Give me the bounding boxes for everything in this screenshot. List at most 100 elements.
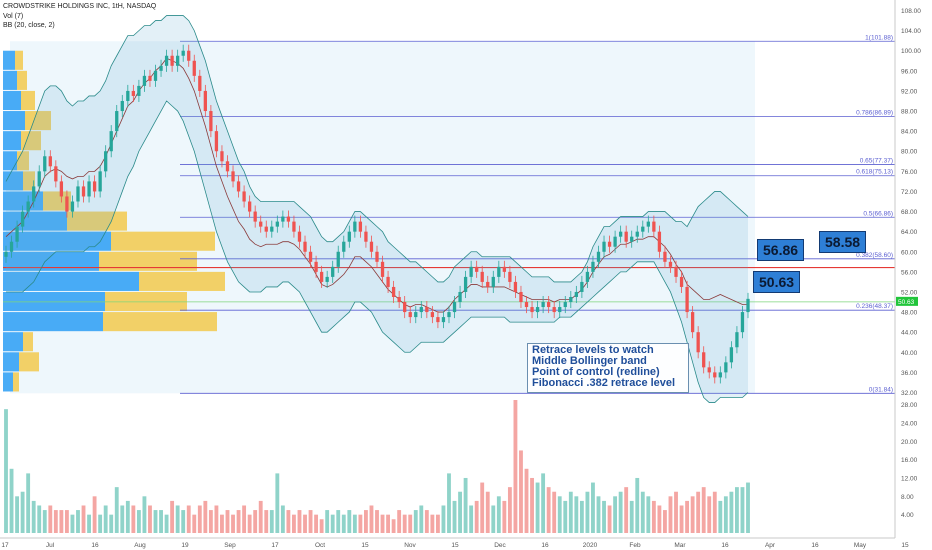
volume-profile-buy-bar (3, 332, 23, 352)
volume-bar (646, 496, 651, 533)
volume-bar (70, 514, 75, 533)
candle-body (120, 100, 124, 112)
candle-body (236, 181, 241, 192)
candle-body (475, 266, 479, 272)
note-line: Retrace levels to watch (532, 344, 654, 356)
price-tick-label: 88.00 (901, 109, 918, 116)
volume-profile-sell-bar (67, 211, 127, 231)
volume-bar (685, 500, 690, 533)
candle-body (142, 75, 147, 86)
volume-bar (712, 491, 717, 533)
price-tick-label: 80.00 (901, 149, 918, 156)
candle-body (690, 312, 695, 333)
volume-bar (175, 505, 180, 533)
candle-body (247, 201, 252, 212)
candle-body (403, 302, 407, 313)
candle-body (87, 181, 91, 197)
bollinger-upper (5, 15, 749, 283)
volume-bar (568, 491, 573, 533)
volume-profile-sell-bar (111, 231, 215, 251)
volume-bar (413, 510, 418, 533)
candle-body (668, 261, 673, 267)
volume-profile-buy-bar (3, 70, 17, 90)
volume-bar (458, 491, 462, 533)
time-tick-label: 17 (271, 542, 279, 549)
candle-body (602, 241, 606, 252)
candle-body (342, 241, 346, 252)
time-tick-label: 16 (811, 542, 819, 549)
candle-body (713, 372, 717, 378)
candle-body (231, 171, 235, 182)
candle-body (607, 241, 612, 247)
time-tick-label: Sep (224, 542, 236, 549)
time-tick-label: 15 (361, 542, 369, 549)
volume-bar (435, 514, 440, 533)
volume-bar (64, 510, 69, 533)
candle-body (369, 241, 374, 252)
volume-bar (103, 505, 108, 533)
legend-bollinger: BB (20, close, 2) (3, 22, 55, 29)
candle-body (657, 231, 662, 252)
callout-last: 50.63 (753, 271, 801, 293)
volume-bar (26, 473, 31, 533)
volume-bar (607, 505, 612, 533)
candle-body (641, 226, 645, 232)
candle-body (397, 296, 401, 303)
volume-bar (292, 514, 296, 533)
volume-bar (214, 505, 219, 533)
volume-profile-sell-bar (15, 50, 23, 70)
volume-bar (613, 496, 618, 533)
time-tick-label: 17 (1, 542, 9, 549)
volume-bar (746, 482, 750, 533)
chart-legend: CROWDSTRIKE HOLDINGS INC, 1tH, NASDAQ Vo… (3, 2, 156, 31)
volume-tick-label: 4.00 (901, 512, 914, 519)
candle-body (115, 111, 119, 132)
price-tick-label: 84.00 (901, 129, 918, 136)
volume-profile-sell-bar (103, 312, 217, 332)
candle-body (735, 332, 739, 348)
volume-bar (474, 500, 479, 533)
price-tick-label: 72.00 (901, 189, 918, 196)
candle-body (707, 367, 711, 373)
fib-level-label: 0(31.84) (869, 386, 893, 393)
volume-bar (441, 505, 446, 533)
candle-body (214, 131, 219, 152)
fib-level-label: 0.5(66.86) (863, 210, 893, 217)
price-tick-label: 52.00 (901, 289, 918, 296)
note-line: Middle Bollinger band (532, 355, 647, 367)
volume-bar (369, 505, 374, 533)
volume-bar (114, 487, 119, 533)
candle-body (408, 312, 412, 318)
candle-body (65, 196, 69, 212)
candle-body (430, 312, 435, 318)
time-tick-label: 19 (181, 542, 189, 549)
volume-tick-label: 16.00 (901, 457, 918, 464)
volume-bar (125, 500, 130, 533)
volume-bar (452, 500, 457, 533)
candle-body (724, 362, 728, 373)
price-tick-label: 48.00 (901, 310, 918, 317)
candle-body (137, 85, 141, 96)
candle-body (364, 231, 368, 242)
candle-body (325, 276, 329, 282)
candle-body (624, 231, 628, 242)
candle-body (126, 90, 130, 101)
candle-body (519, 291, 523, 303)
candle-body (98, 171, 102, 192)
volume-bar (640, 491, 645, 533)
volume-bar (76, 510, 80, 533)
volume-bar (258, 500, 263, 533)
candle-body (48, 156, 52, 167)
candle-body (353, 221, 357, 232)
fib-level-label: 0.236(48.37) (856, 303, 893, 310)
candle-body (292, 221, 296, 232)
volume-bar (690, 496, 695, 533)
volume-bar (469, 505, 474, 533)
volume-bar (602, 500, 606, 533)
candle-body (4, 251, 8, 257)
volume-bar (286, 510, 291, 533)
volume-bar (131, 505, 136, 533)
time-tick-label: Feb (629, 542, 641, 549)
volume-bar (541, 473, 546, 533)
volume-bar (480, 482, 485, 533)
